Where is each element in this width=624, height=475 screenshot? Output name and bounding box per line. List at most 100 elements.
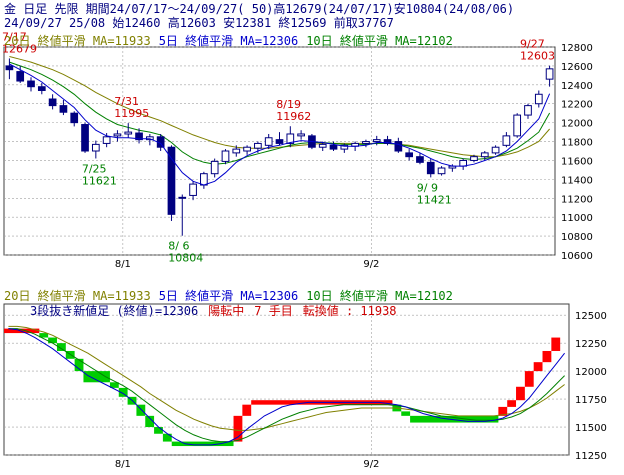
- renko-brick-11: [145, 415, 155, 428]
- candle-body-36: [394, 141, 403, 152]
- renko-brick-2: [48, 337, 57, 344]
- lower-ma20-line: [8, 325, 565, 431]
- upper-panel-ytick-1: 10800: [561, 232, 593, 243]
- candle-body-49: [534, 93, 543, 105]
- renko-brick-25: [533, 362, 543, 372]
- renko-brick-21: [498, 406, 508, 416]
- renko-brick-15: [233, 415, 243, 442]
- header-line-2: 24/09/27 25/08 始12460 高12603 安12381 終125…: [4, 15, 394, 30]
- annotation-date-3: 9/27: [520, 38, 545, 51]
- upper-panel-ytick-10: 12600: [561, 62, 593, 73]
- candle-body-26: [286, 133, 295, 144]
- candle-body-33: [362, 141, 370, 144]
- candle-body-19: [210, 160, 219, 175]
- renko-brick-16: [242, 404, 252, 416]
- candle-body-21: [232, 148, 241, 154]
- candle-body-8: [91, 143, 100, 152]
- upper-ma20-line: [9, 56, 550, 158]
- header-bg: [0, 0, 624, 30]
- lower-panel-ytick-0: 11250: [575, 451, 607, 462]
- candle-body-16: [178, 196, 187, 199]
- upper-panel-ytick-6: 11800: [561, 138, 593, 149]
- upper-panel-group: 10600 10800 11000 11200 11400 11600 11800 12000…: [2, 30, 593, 270]
- renko-brick-26: [542, 350, 552, 363]
- candle-body-31: [340, 144, 349, 150]
- lower-ma10-line: [8, 328, 565, 443]
- annotation-value-4: 11621: [82, 174, 117, 187]
- lower-legend-item-1: 5日 終値平滑 MA=12306: [159, 288, 298, 303]
- annotation-value-2: 11962: [276, 110, 311, 123]
- upper-legend-item-2: 10日 終値平滑 MA=12102: [306, 33, 453, 48]
- upper-panel-ytick-2: 11000: [561, 213, 593, 224]
- upper-ma10-line: [9, 61, 551, 165]
- upper-panel-ytick-7: 12000: [561, 119, 593, 130]
- lower-panel-group: 11250 11500 11750 12000 12250 12500 8/1 9/2: [3, 303, 607, 470]
- upper-ma5-line: [9, 63, 551, 186]
- candle-body-12: [135, 132, 143, 141]
- annotation-date-5: 8/ 6: [168, 240, 189, 253]
- candle-body-2: [27, 80, 35, 88]
- candle-body-27: [297, 133, 305, 137]
- candle-body-43: [470, 156, 478, 161]
- renko-brick-23: [516, 386, 525, 401]
- candle-body-40: [437, 167, 446, 175]
- renko-brick-10: [136, 404, 146, 416]
- renko-brick-8: [118, 387, 128, 397]
- candle-body-3: [37, 86, 46, 91]
- candle-body-46: [502, 135, 511, 146]
- annotation-value-0: 12679: [2, 42, 37, 55]
- candle-body-23: [254, 142, 262, 149]
- annotation-date-0: 7/17: [2, 30, 27, 43]
- lower-panel-xtick-1: 9/2: [363, 459, 379, 470]
- upper-panel-ytick-8: 12200: [561, 100, 593, 111]
- upper-panel-xtick-0: 8/1: [115, 259, 131, 270]
- upper-panel-ytick-9: 12400: [561, 81, 593, 92]
- renko-brick-5: [74, 358, 84, 372]
- renko-brick-6: [83, 371, 110, 383]
- lower-info-2: 7 手目: [254, 304, 292, 318]
- candle-body-39: [426, 161, 435, 175]
- annotation-value-3: 12603: [520, 50, 555, 63]
- candle-body-34: [372, 139, 381, 143]
- lower-panel-ytick-1: 11500: [575, 423, 607, 434]
- annotation-value-1: 11995: [114, 107, 149, 120]
- header-line-1: 金 日足 先限 期間24/07/17～24/09/27( 50)高12679(2…: [4, 1, 514, 16]
- candle-body-29: [318, 143, 327, 148]
- candle-body-38: [416, 156, 424, 163]
- upper-panel-ytick-11: 12800: [561, 43, 593, 54]
- renko-brick-7: [109, 382, 119, 388]
- candle-body-30: [329, 144, 338, 150]
- candle-body-20: [221, 150, 230, 162]
- candle-body-25: [275, 139, 284, 144]
- renko-brick-13: [162, 433, 172, 442]
- renko-brick-14: [171, 441, 234, 447]
- lower-info-0: 3段抜き新値足 (終値)=12306: [30, 303, 198, 318]
- candle-body-9: [102, 136, 111, 144]
- candle-body-4: [48, 98, 57, 107]
- renko-brick-19: [401, 411, 411, 416]
- lower-panel-xtick-0: 8/1: [115, 459, 131, 470]
- upper-legend-item-0: 20日 終値平滑 MA=11933: [4, 33, 151, 48]
- candle-body-11: [124, 131, 133, 135]
- annotation-date-6: 9/ 9: [417, 181, 438, 194]
- candle-body-35: [383, 139, 392, 144]
- upper-panel-xtick-1: 9/2: [363, 259, 379, 270]
- renko-brick-12: [154, 427, 163, 434]
- renko-brick-24: [524, 371, 534, 387]
- candle-body-50: [545, 68, 554, 80]
- lower-legend-item-0: 20日 終値平滑 MA=11933: [4, 288, 151, 303]
- renko-brick-22: [507, 400, 517, 407]
- lower-panel-ytick-2: 11750: [575, 395, 607, 406]
- upper-panel-ytick-4: 11400: [561, 175, 593, 186]
- annotation-value-6: 11421: [417, 193, 452, 206]
- lower-panel-ytick-5: 12500: [575, 311, 607, 322]
- upper-panel-ytick-5: 11600: [561, 156, 593, 167]
- lower-panel-ytick-3: 12000: [575, 367, 607, 378]
- lower-info-3: 転換値 : 11938: [303, 303, 397, 318]
- upper-panel-ytick-3: 11200: [561, 194, 593, 205]
- candle-body-37: [405, 152, 413, 158]
- renko-brick-3: [56, 343, 66, 351]
- candle-body-45: [491, 146, 500, 154]
